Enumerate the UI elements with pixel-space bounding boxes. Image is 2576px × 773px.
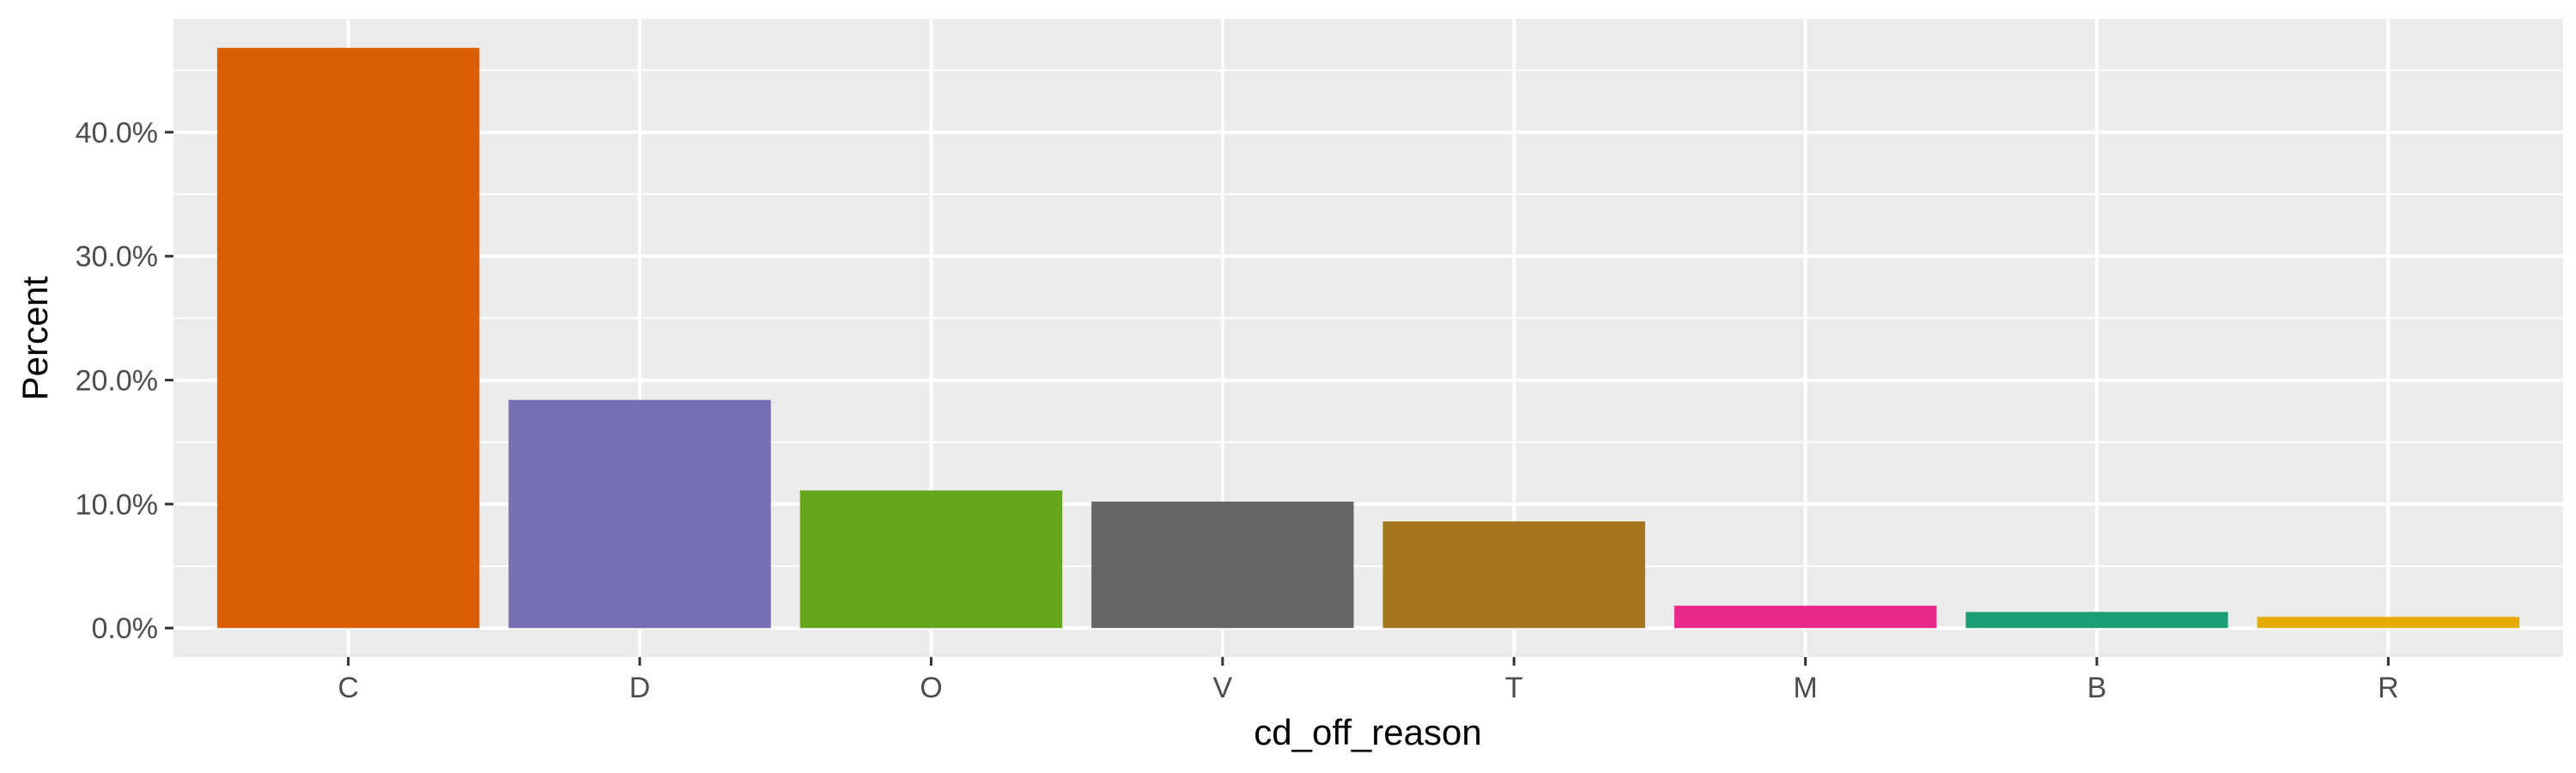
bar-O bbox=[799, 490, 1063, 629]
bar-D bbox=[508, 399, 771, 629]
bars bbox=[216, 47, 2520, 629]
x-tick-label: O bbox=[920, 672, 942, 704]
x-tick-label: V bbox=[1212, 672, 1232, 704]
y-axis-title: Percent bbox=[15, 276, 55, 400]
bar-R bbox=[2257, 617, 2520, 629]
x-tick-label: B bbox=[2087, 672, 2107, 704]
bar-M bbox=[1674, 606, 1937, 629]
y-axis: 0.0% 10.0% 20.0% 30.0% 40.0% bbox=[76, 117, 173, 645]
x-tick-label: C bbox=[337, 672, 359, 704]
y-tick-label: 0.0% bbox=[92, 612, 159, 645]
y-tick-label: 10.0% bbox=[76, 489, 158, 521]
bar-B bbox=[1965, 612, 2228, 629]
x-tick-label: M bbox=[1793, 672, 1817, 704]
x-tick-label: R bbox=[2378, 672, 2399, 704]
y-tick-label: 30.0% bbox=[76, 240, 158, 273]
x-axis-title: cd_off_reason bbox=[1254, 712, 1481, 752]
x-tick-label: D bbox=[629, 672, 651, 704]
bar-C bbox=[216, 47, 480, 629]
bar-T bbox=[1382, 521, 1645, 629]
bar-V bbox=[1091, 502, 1354, 629]
y-tick-label: 20.0% bbox=[76, 365, 158, 398]
x-tick-label: T bbox=[1505, 672, 1523, 704]
y-tick-label: 40.0% bbox=[76, 117, 158, 149]
